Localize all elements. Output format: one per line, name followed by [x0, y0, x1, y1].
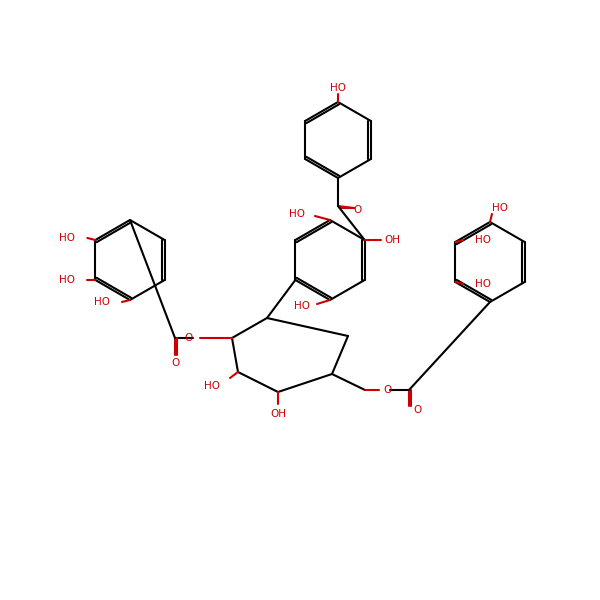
Text: HO: HO	[330, 83, 346, 93]
Text: O: O	[413, 405, 421, 415]
Text: O: O	[354, 205, 362, 215]
Text: HO: HO	[59, 275, 76, 285]
Text: OH: OH	[385, 235, 401, 245]
Text: HO: HO	[492, 203, 508, 213]
Text: O: O	[171, 358, 179, 368]
Text: HO: HO	[294, 301, 310, 311]
Text: HO: HO	[475, 279, 491, 289]
Text: HO: HO	[204, 381, 220, 391]
Text: OH: OH	[270, 409, 286, 419]
Text: HO: HO	[94, 297, 110, 307]
Text: O: O	[383, 385, 391, 395]
Text: HO: HO	[59, 233, 76, 243]
Text: HO: HO	[475, 235, 491, 245]
Text: HO: HO	[289, 209, 305, 219]
Text: O: O	[185, 333, 193, 343]
